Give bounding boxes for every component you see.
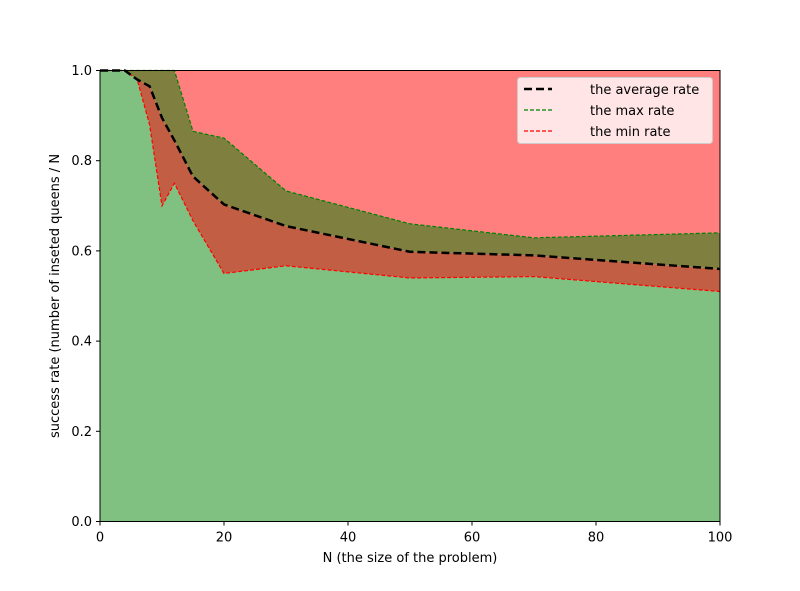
- y-tick-label: 0.6: [71, 244, 92, 259]
- legend-label-min: the min rate: [590, 125, 671, 140]
- y-tick-label: 1.0: [71, 64, 92, 79]
- y-tick-label: 0.8: [71, 154, 92, 169]
- legend: the average rate the max rate the min ra…: [517, 77, 713, 144]
- fill-average-to-max: [100, 70, 720, 269]
- y-tick-label: 0.4: [71, 335, 92, 350]
- y-axis-ticks: 0.0 0.2 0.4 0.6 0.8 1.0: [71, 64, 100, 530]
- x-tick-label: 100: [708, 531, 733, 546]
- fill-below-min: [100, 70, 720, 522]
- y-axis-label: success rate (number of inseted queens /…: [48, 154, 63, 438]
- x-axis-ticks: 0 20 40 60 80 100: [96, 521, 733, 546]
- legend-box: [517, 77, 713, 144]
- series-line-average: [100, 69, 721, 271]
- y-tick-label: 0.2: [71, 425, 92, 440]
- legend-label-max: the max rate: [590, 104, 674, 119]
- x-tick-label: 20: [216, 531, 233, 546]
- legend-label-average: the average rate: [590, 83, 699, 98]
- y-tick-label: 0.0: [71, 515, 92, 530]
- plot-frame: [99, 70, 721, 522]
- x-axis-label: N (the size of the problem): [323, 551, 498, 566]
- x-tick-label: 40: [340, 531, 357, 546]
- fill-min-to-average: [100, 70, 720, 292]
- x-tick-label: 80: [588, 531, 605, 546]
- series-lines: [100, 69, 721, 293]
- x-tick-label: 0: [96, 531, 104, 546]
- x-tick-label: 60: [464, 531, 481, 546]
